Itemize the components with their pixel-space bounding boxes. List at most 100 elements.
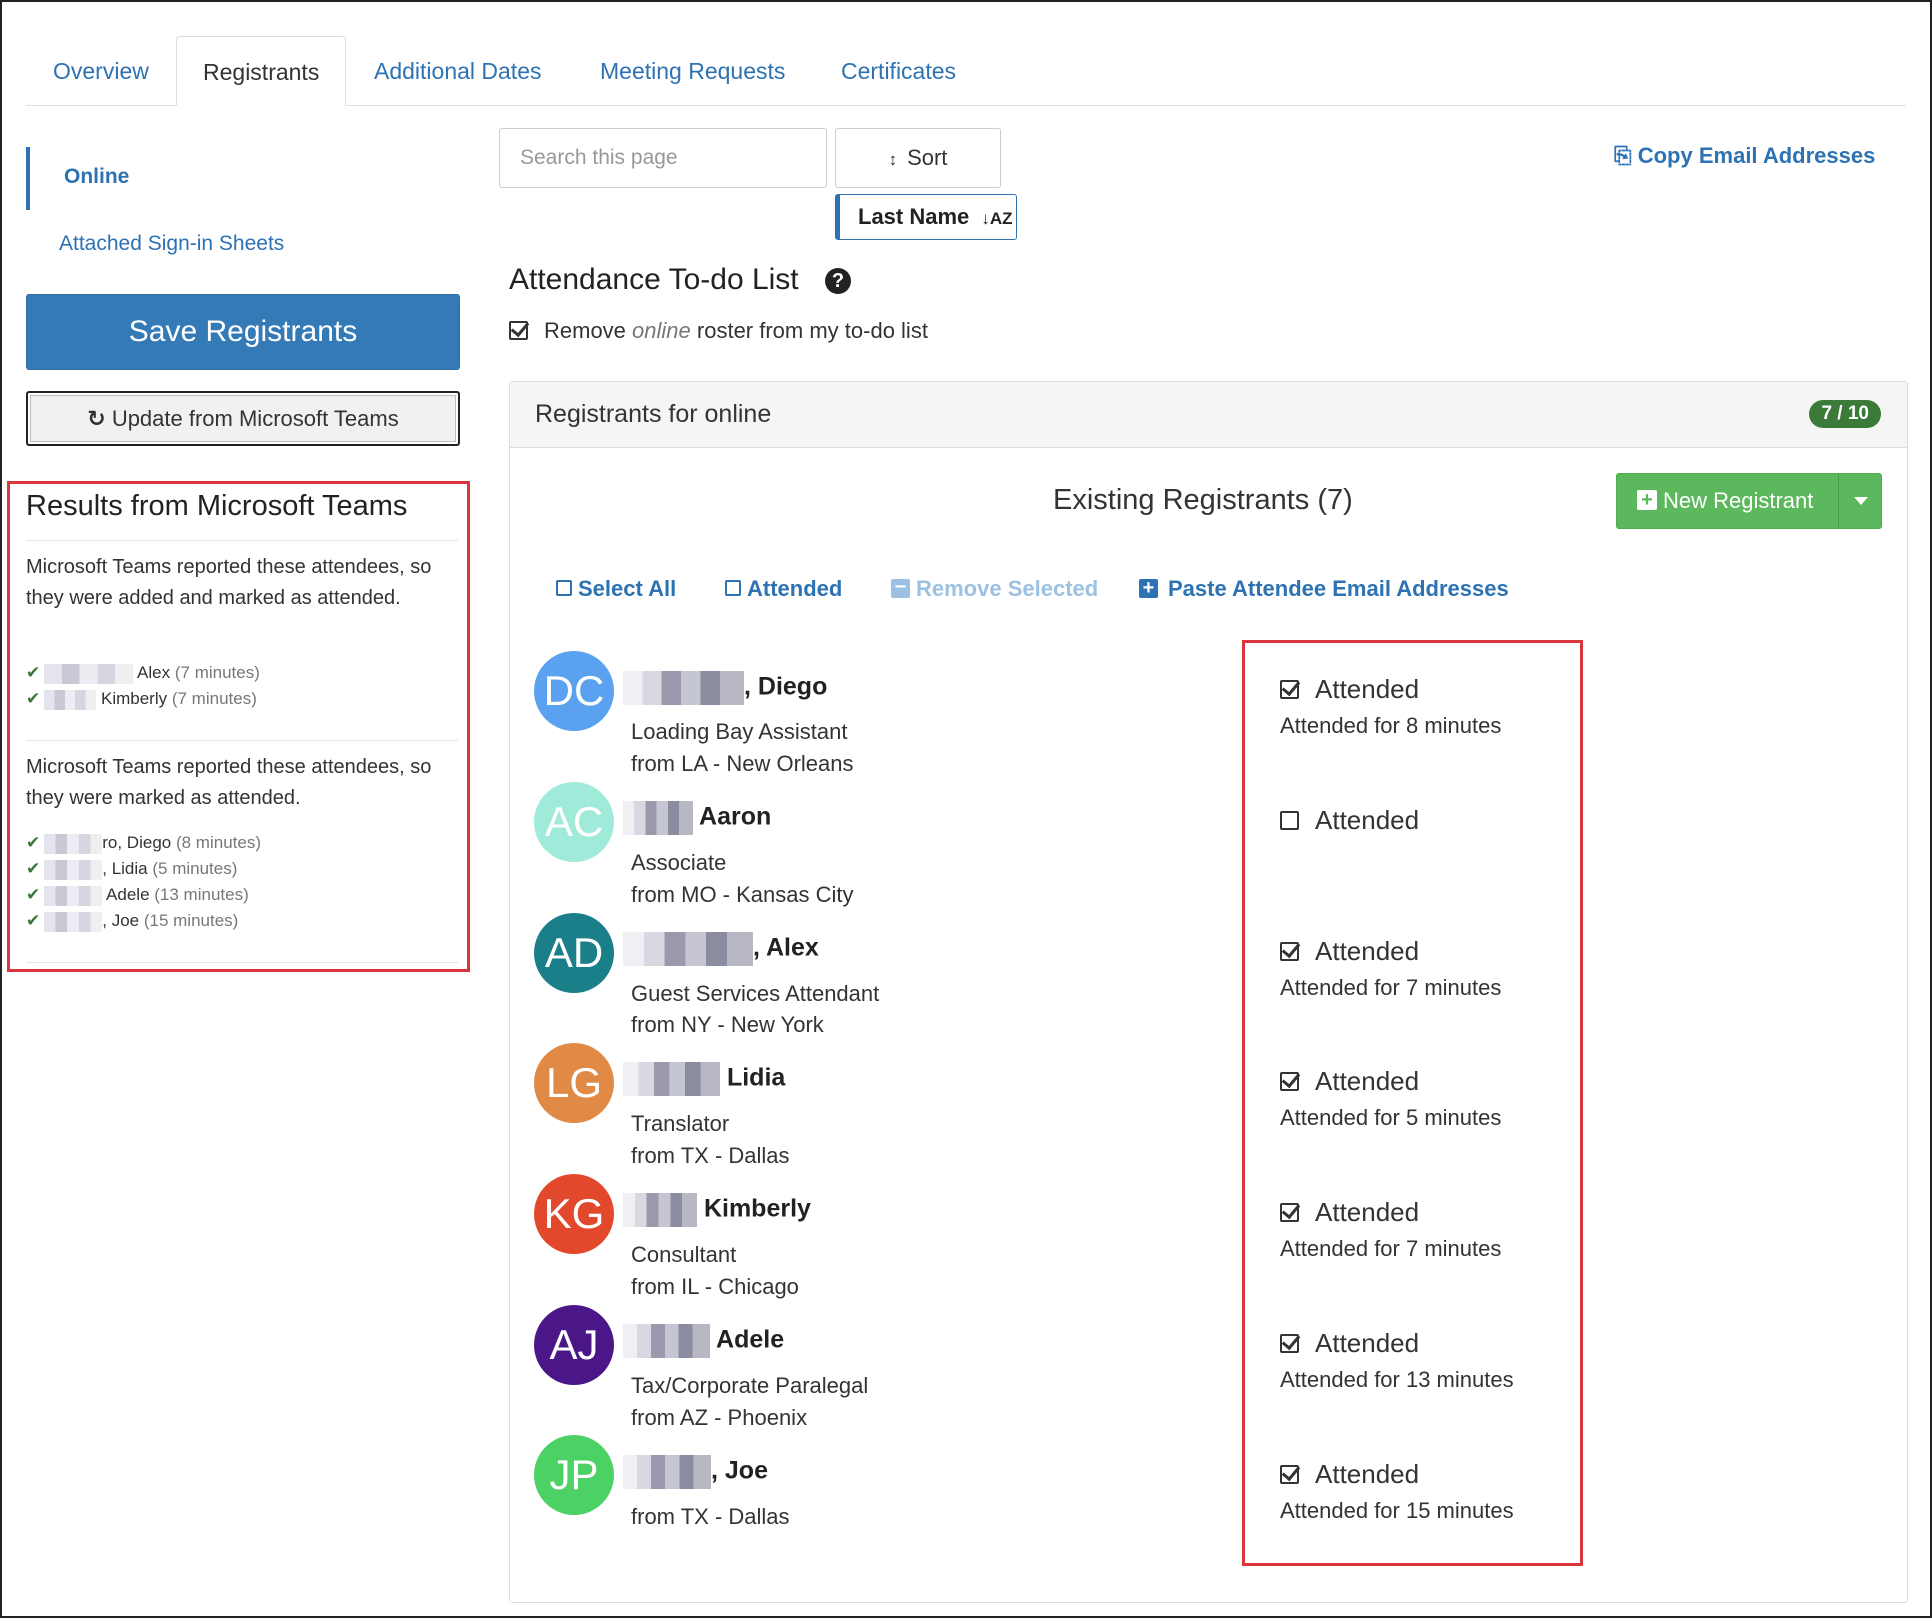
redacted-name — [623, 1455, 711, 1489]
check-icon: ✔ — [26, 663, 41, 682]
tab-bar-border — [26, 105, 1906, 106]
attended-duration: Attended for 13 minutes — [1280, 1367, 1514, 1392]
attended-checkbox[interactable]: Attended — [1280, 1066, 1419, 1097]
new-registrant-button[interactable]: + New Registrant — [1616, 473, 1882, 529]
check-icon: ✔ — [26, 859, 41, 878]
registrant-name[interactable]: Aaron — [623, 801, 771, 835]
registrant-location: from TX - Dallas — [631, 1504, 790, 1529]
sort-icon: ↕ — [888, 150, 898, 169]
redacted-name — [623, 1324, 710, 1358]
checkbox-checked-icon — [1280, 1071, 1299, 1091]
search-input[interactable]: Search this page — [499, 128, 827, 188]
help-icon[interactable]: ? — [825, 268, 851, 295]
sidenav-active-indicator — [26, 147, 30, 210]
panel-title: Registrants for online — [535, 400, 772, 428]
attended-duration: Attended for 7 minutes — [1280, 975, 1502, 1000]
avatar: AD — [534, 913, 614, 993]
registrant-title: Consultant — [631, 1242, 737, 1267]
checkbox-checked-icon — [1280, 941, 1299, 961]
results-marked-item: ✔ ro, Diego (8 minutes) — [26, 833, 261, 854]
attended-checkbox[interactable]: Attended — [1280, 1197, 1419, 1228]
tab-overview[interactable]: Overview — [53, 58, 149, 84]
registrant-name[interactable]: , Alex — [623, 932, 819, 966]
registrant-title: Loading Bay Assistant — [631, 719, 848, 744]
registrant-location: from IL - Chicago — [631, 1274, 799, 1299]
avatar: DC — [534, 651, 614, 731]
registrant-name[interactable]: Lidia — [623, 1062, 785, 1096]
tab-certificates[interactable]: Certificates — [841, 58, 957, 84]
redacted-name — [623, 932, 753, 966]
avatar: KG — [534, 1174, 614, 1254]
attended-checkbox[interactable]: Attended — [1280, 936, 1419, 967]
attended-checkbox[interactable]: Attended — [1280, 1459, 1419, 1490]
registrant-location: from LA - New Orleans — [631, 751, 854, 776]
minus-square-icon: − — [891, 577, 910, 598]
caret-down-icon[interactable] — [1854, 497, 1868, 505]
select-all-button[interactable]: Select All — [556, 576, 676, 602]
results-highlight-box — [7, 481, 470, 972]
copy-email-link[interactable]: ⎘ Copy Email Addresses — [1614, 143, 1876, 168]
sort-button[interactable]: ↕ Sort — [835, 128, 1001, 188]
avatar: AJ — [534, 1305, 614, 1385]
registrant-location: from NY - New York — [631, 1012, 824, 1037]
results-added-item: ✔ Kimberly (7 minutes) — [26, 689, 257, 710]
registrant-count-badge: 7 / 10 — [1809, 400, 1881, 428]
results-marked-item: ✔ Adele (13 minutes) — [26, 885, 249, 906]
attendance-highlight-box — [1242, 640, 1583, 1566]
redacted-name — [623, 801, 693, 835]
tab-registrants[interactable]: Registrants — [176, 36, 347, 106]
results-title: Results from Microsoft Teams — [26, 490, 408, 522]
results-added-text: Microsoft Teams reported these attendees… — [26, 556, 432, 609]
sidenav-item-online[interactable]: Online — [64, 165, 130, 188]
registrant-title: Tax/Corporate Paralegal — [631, 1373, 869, 1398]
checkbox-empty-icon — [725, 580, 741, 597]
results-added-item: ✔ Alex (7 minutes) — [26, 663, 260, 684]
attended-checkbox[interactable]: Attended — [1280, 805, 1419, 836]
existing-registrants-heading: Existing Registrants (7) — [1053, 484, 1353, 516]
check-icon: ✔ — [26, 911, 41, 930]
copy-icon: ⎘ — [1614, 143, 1632, 168]
update-from-teams-button[interactable]: ↻ Update from Microsoft Teams — [26, 391, 460, 446]
check-icon: ✔ — [26, 885, 41, 904]
plus-square-icon: + — [1637, 490, 1657, 511]
update-from-teams-label: Update from Microsoft Teams — [111, 406, 399, 431]
results-marked-item: ✔, Lidia (5 minutes) — [26, 859, 238, 880]
checkbox-checked-icon — [509, 320, 528, 340]
mark-attended-button[interactable]: Attended — [725, 576, 842, 602]
redacted-name — [44, 885, 103, 906]
checkbox-empty-icon — [556, 580, 572, 597]
sidenav-item-attached-sheets[interactable]: Attached Sign-in Sheets — [59, 232, 285, 255]
attended-duration: Attended for 7 minutes — [1280, 1236, 1502, 1261]
button-divider — [1838, 474, 1839, 528]
registrant-name[interactable]: , Diego — [623, 671, 827, 705]
registrant-title: Associate — [631, 850, 727, 875]
results-divider — [26, 740, 458, 741]
tab-meeting-requests[interactable]: Meeting Requests — [600, 58, 786, 84]
attended-checkbox[interactable]: Attended — [1280, 1328, 1419, 1359]
redacted-name — [44, 833, 103, 854]
avatar: LG — [534, 1043, 614, 1123]
save-registrants-button[interactable]: Save Registrants — [26, 294, 460, 370]
attended-duration: Attended for 5 minutes — [1280, 1105, 1502, 1130]
paste-emails-button[interactable]: + Paste Attendee Email Addresses — [1139, 576, 1509, 602]
check-icon: ✔ — [26, 689, 41, 708]
registrant-name[interactable]: Kimberly — [623, 1193, 811, 1227]
registrant-title: Translator — [631, 1111, 730, 1136]
avatar: AC — [534, 782, 614, 862]
redacted-name — [44, 911, 103, 932]
registrant-title: Guest Services Attendant — [631, 981, 880, 1006]
registrant-name[interactable]: Adele — [623, 1324, 784, 1358]
tab-additional-dates[interactable]: Additional Dates — [374, 58, 542, 84]
redacted-name — [623, 1062, 720, 1096]
redacted-name — [44, 859, 103, 880]
redacted-name — [623, 671, 744, 705]
attended-checkbox[interactable]: Attended — [1280, 674, 1419, 705]
registrant-name[interactable]: , Joe — [623, 1455, 768, 1489]
last-name-sort-button[interactable]: Last Name ↓AZ — [835, 194, 1017, 240]
results-divider — [26, 540, 458, 541]
todo-remove-checkbox[interactable]: Remove online roster from my to-do list — [509, 318, 928, 344]
remove-selected-button[interactable]: − Remove Selected — [891, 576, 1098, 602]
registrant-location: from AZ - Phoenix — [631, 1405, 808, 1430]
registrants-panel: Registrants for online 7 / 10 — [509, 381, 1908, 1603]
